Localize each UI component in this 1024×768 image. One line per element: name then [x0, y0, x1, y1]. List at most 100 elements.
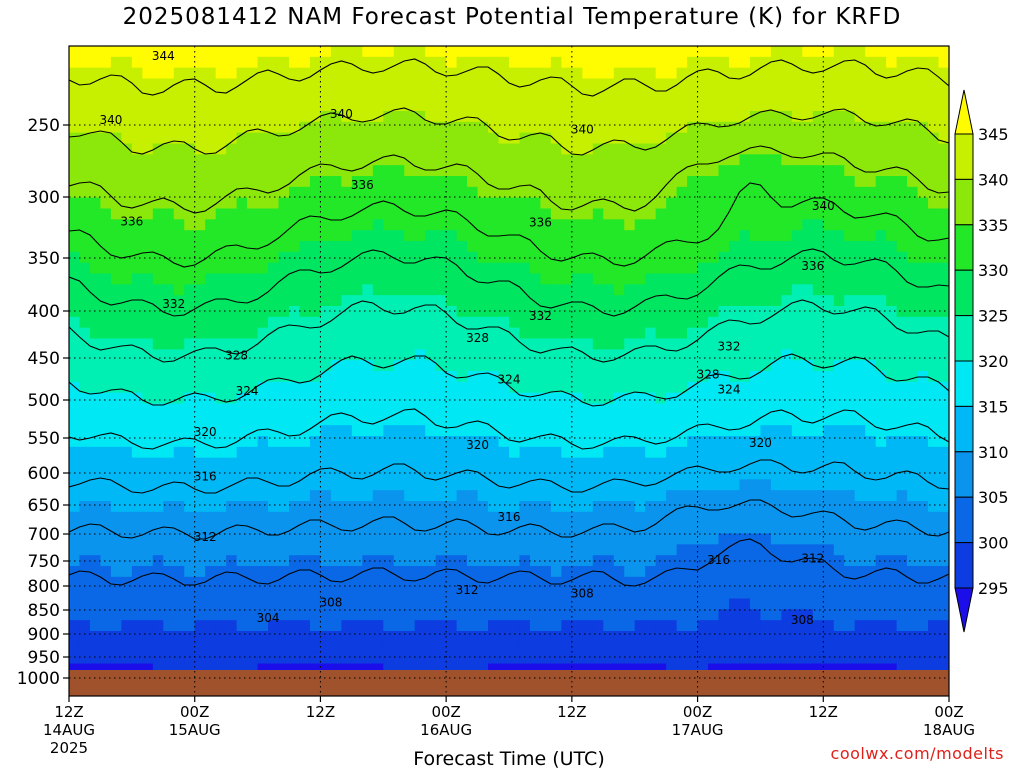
field-cell: [404, 511, 416, 524]
field-cell: [163, 620, 175, 632]
field-cell: [289, 306, 301, 318]
field-cell: [278, 295, 290, 307]
field-cell: [184, 143, 196, 155]
field-cell: [550, 176, 562, 188]
field-cell: [393, 403, 405, 415]
field-cell: [142, 663, 154, 675]
field-cell: [907, 392, 919, 405]
field-cell: [561, 132, 573, 145]
field-cell: [330, 631, 342, 643]
field-cell: [718, 306, 730, 318]
field-cell: [121, 241, 133, 253]
field-cell: [173, 230, 185, 242]
field-cell: [309, 544, 322, 556]
field-cell: [89, 598, 102, 610]
field-cell: [812, 457, 824, 470]
field-cell: [320, 143, 332, 155]
field-cell: [802, 349, 814, 361]
field-cell: [687, 251, 699, 264]
field-cell: [844, 501, 856, 513]
field-cell: [760, 468, 772, 480]
field-cell: [309, 284, 322, 296]
field-cell: [247, 89, 259, 101]
field-cell: [351, 381, 363, 394]
field-cell: [875, 89, 887, 101]
field-cell: [163, 327, 175, 340]
field-cell: [414, 219, 426, 231]
field-cell: [320, 576, 332, 589]
field-cell: [791, 425, 803, 437]
field-cell: [624, 414, 636, 426]
field-cell: [749, 67, 762, 80]
field-cell: [320, 327, 332, 340]
field-cell: [676, 490, 688, 502]
field-cell: [247, 219, 259, 231]
field-cell: [435, 230, 447, 242]
field-cell: [362, 230, 374, 242]
field-cell: [697, 284, 709, 296]
field-cell: [467, 197, 479, 210]
field-cell: [613, 154, 625, 166]
field-cell: [446, 316, 458, 329]
field-cell: [268, 566, 280, 578]
field-cell: [320, 284, 332, 296]
field-cell: [184, 457, 196, 470]
field-cell: [760, 154, 772, 166]
field-cell: [414, 197, 426, 210]
field-cell: [938, 154, 949, 166]
field-cell: [886, 544, 898, 556]
field-cell: [456, 620, 468, 632]
field-cell: [676, 295, 688, 307]
field-cell: [519, 132, 531, 145]
field-cell: [152, 111, 164, 123]
field-cell: [561, 251, 573, 264]
field-cell: [823, 652, 835, 665]
field-cell: [613, 587, 625, 600]
field-cell: [938, 501, 949, 513]
field-cell: [152, 566, 164, 578]
field-cell: [309, 511, 322, 524]
field-cell: [79, 587, 91, 600]
field-cell: [624, 284, 636, 296]
field-cell: [299, 522, 311, 535]
field-cell: [781, 154, 793, 166]
field-cell: [749, 165, 762, 177]
field-cell: [299, 262, 311, 275]
field-cell: [477, 186, 489, 199]
field-cell: [624, 100, 636, 112]
field-cell: [142, 587, 154, 600]
field-cell: [309, 425, 322, 437]
field-cell: [309, 436, 322, 448]
field-cell: [414, 121, 426, 134]
field-cell: [278, 533, 290, 545]
field-cell: [938, 56, 949, 69]
field-cell: [236, 165, 248, 177]
field-cell: [519, 587, 531, 600]
field-cell: [100, 46, 112, 58]
field-cell: [749, 349, 762, 361]
field-cell: [802, 165, 814, 177]
field-cell: [477, 631, 489, 643]
field-cell: [268, 219, 280, 231]
field-cell: [362, 490, 374, 502]
field-cell: [299, 609, 311, 621]
field-cell: [928, 576, 940, 589]
field-cell: [770, 392, 782, 405]
field-cell: [812, 501, 824, 513]
field-cell: [278, 46, 290, 58]
field-cell: [519, 197, 531, 210]
field-cell: [613, 631, 625, 643]
field-cell: [749, 121, 762, 134]
field-cell: [687, 78, 699, 90]
field-cell: [540, 392, 552, 405]
field-cell: [257, 316, 269, 329]
field-cell: [100, 121, 112, 134]
field-cell: [215, 89, 227, 101]
field-cell: [634, 544, 646, 556]
field-cell: [446, 100, 458, 112]
field-cell: [760, 241, 772, 253]
field-cell: [634, 436, 646, 448]
field-cell: [666, 414, 678, 426]
field-cell: [687, 587, 699, 600]
field-cell: [278, 67, 290, 80]
